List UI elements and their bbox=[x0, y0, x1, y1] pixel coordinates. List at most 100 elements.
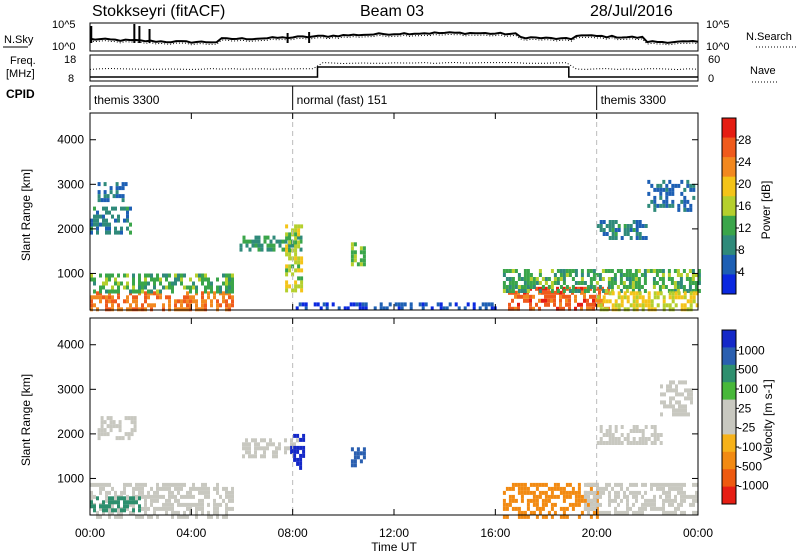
scatter-cell bbox=[350, 459, 354, 464]
scatter-cell bbox=[90, 494, 93, 499]
scatter-cell bbox=[544, 298, 547, 303]
scatter-cell bbox=[680, 494, 683, 499]
scatter-cell bbox=[359, 451, 363, 456]
scatter-cell bbox=[183, 285, 186, 290]
scatter-cell bbox=[222, 291, 225, 296]
scatter-cell bbox=[118, 194, 122, 199]
scatter-cell bbox=[186, 285, 189, 290]
scatter-cell bbox=[300, 288, 304, 293]
scatter-cell bbox=[102, 500, 105, 505]
scatter-cell bbox=[254, 454, 257, 459]
scatter-cell bbox=[638, 441, 642, 445]
scatter-cell bbox=[520, 277, 524, 281]
scatter-cell bbox=[599, 429, 603, 433]
scatter-cell bbox=[511, 281, 515, 285]
scatter-cell bbox=[508, 289, 512, 293]
scatter-cell bbox=[216, 299, 219, 304]
scatter-cell bbox=[93, 303, 96, 308]
scatter-cell bbox=[653, 307, 657, 312]
scatter-cell bbox=[674, 494, 677, 499]
scatter-cell bbox=[204, 273, 207, 278]
scatter-cell bbox=[225, 506, 228, 511]
scatter-cell bbox=[679, 277, 683, 281]
scatter-cell bbox=[662, 506, 665, 511]
scatter-cell bbox=[144, 277, 147, 282]
scatter-cell bbox=[641, 429, 645, 433]
cpid-segment-label: themis 3300 bbox=[94, 93, 160, 107]
scatter-cell bbox=[201, 486, 204, 491]
scatter-cell bbox=[346, 306, 350, 311]
scatter-cell bbox=[120, 508, 123, 513]
nave-tick-top: 60 bbox=[708, 54, 720, 66]
scatter-cell bbox=[514, 290, 517, 295]
scatter-cell bbox=[608, 291, 612, 296]
scatter-cell bbox=[108, 273, 111, 278]
scatter-cell bbox=[183, 273, 186, 278]
scatter-cell bbox=[269, 438, 272, 443]
scatter-cell bbox=[285, 268, 289, 273]
scatter-cell bbox=[659, 433, 663, 437]
scatter-cell bbox=[662, 295, 666, 300]
x-tick-label: 12:00 bbox=[379, 526, 409, 540]
scatter-cell bbox=[132, 307, 135, 312]
scatter-cell bbox=[156, 498, 159, 503]
scatter-cell bbox=[694, 289, 698, 293]
colorbar-tick-label: 20 bbox=[738, 177, 752, 191]
scatter-cell bbox=[614, 494, 617, 499]
scatter-cell bbox=[544, 502, 548, 507]
scatter-cell bbox=[141, 281, 144, 286]
scatter-cell bbox=[650, 425, 654, 429]
scatter-cell bbox=[526, 298, 529, 303]
scatter-cell bbox=[379, 302, 383, 307]
scatter-cell bbox=[671, 191, 675, 196]
scatter-cell bbox=[547, 285, 551, 289]
scatter-cell bbox=[638, 303, 642, 308]
scatter-cell bbox=[538, 289, 542, 293]
scatter-cell bbox=[118, 428, 122, 433]
scatter-cell bbox=[105, 273, 108, 278]
scatter-cell bbox=[102, 486, 105, 491]
scatter-cell bbox=[201, 273, 204, 278]
scatter-cell bbox=[680, 486, 683, 491]
scatter-cell bbox=[105, 498, 108, 503]
scatter-cell bbox=[299, 239, 303, 244]
scatter-cell bbox=[135, 514, 138, 519]
scatter-cell bbox=[517, 294, 520, 299]
scatter-cell bbox=[397, 306, 401, 311]
scatter-cell bbox=[632, 425, 636, 429]
scatter-cell bbox=[559, 486, 563, 491]
scatter-cell bbox=[520, 486, 524, 491]
scatter-cell bbox=[644, 441, 648, 445]
scatter-cell bbox=[135, 482, 138, 487]
scatter-cell bbox=[686, 494, 689, 499]
scatter-cell bbox=[622, 273, 626, 277]
scatter-cell bbox=[610, 289, 614, 293]
scatter-cell bbox=[99, 506, 102, 511]
scatter-cell bbox=[665, 199, 669, 204]
scatter-cell bbox=[129, 206, 132, 211]
scatter-cell bbox=[559, 294, 562, 299]
scatter-cell bbox=[102, 206, 105, 211]
scatter-cell bbox=[610, 285, 614, 289]
scatter-cell bbox=[260, 454, 263, 459]
scatter-cell bbox=[207, 291, 210, 296]
scatter-cell bbox=[691, 273, 695, 277]
scatter-cell bbox=[126, 506, 129, 511]
scatter-cell bbox=[668, 291, 672, 296]
scatter-cell bbox=[430, 306, 434, 311]
scatter-cell bbox=[529, 285, 533, 289]
scatter-cell bbox=[117, 285, 120, 290]
scatter-cell bbox=[680, 199, 684, 204]
scatter-cell bbox=[625, 277, 629, 281]
scatter-cell bbox=[90, 222, 93, 227]
scatter-cell bbox=[201, 299, 204, 304]
scatter-cell bbox=[607, 269, 611, 273]
scatter-cell bbox=[676, 273, 680, 277]
scatter-cell bbox=[90, 273, 93, 278]
scatter-cell bbox=[228, 289, 231, 294]
scatter-cell bbox=[665, 195, 669, 200]
scatter-cell bbox=[683, 187, 687, 192]
scatter-cell bbox=[126, 210, 129, 215]
scatter-cell bbox=[153, 291, 156, 296]
scatter-cell bbox=[294, 252, 298, 257]
